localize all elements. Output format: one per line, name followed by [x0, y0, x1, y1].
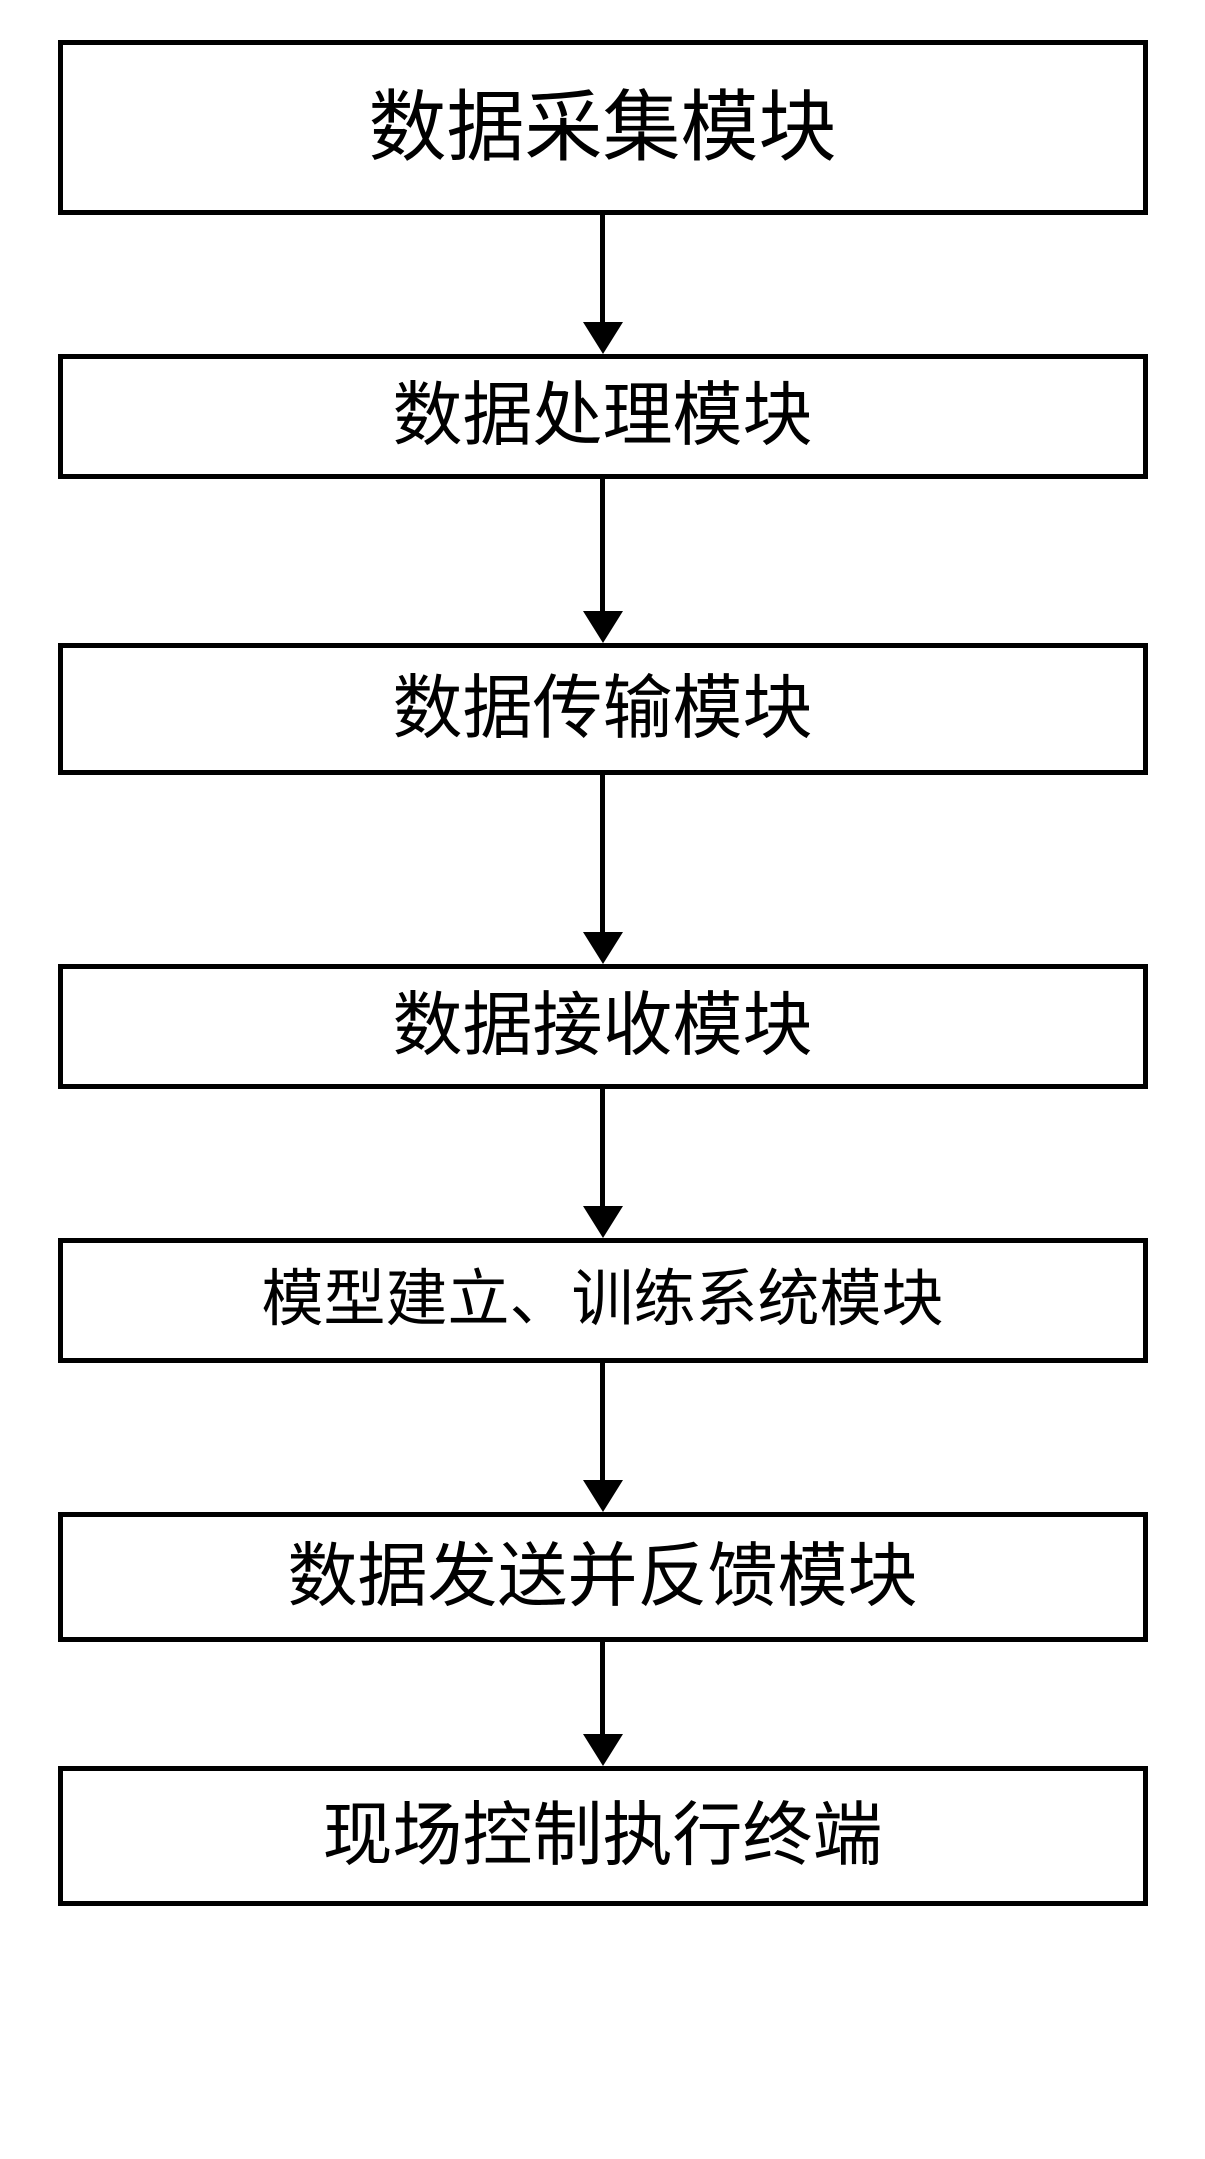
arrow-head-icon: [583, 1206, 623, 1238]
arrow-line: [600, 1363, 605, 1481]
flowchart-node-1: 数据采集模块: [58, 40, 1148, 215]
flowchart-node-label: 数据发送并反馈模块: [288, 1539, 918, 1616]
flowchart-arrow-4: [583, 1089, 623, 1238]
flowchart-arrow-1: [583, 215, 623, 354]
flowchart-node-2: 数据处理模块: [58, 354, 1148, 479]
arrow-line: [600, 1642, 605, 1735]
arrow-line: [600, 479, 605, 612]
arrow-head-icon: [583, 1480, 623, 1512]
arrow-head-icon: [583, 1734, 623, 1766]
flowchart-node-label: 数据处理模块: [393, 378, 813, 455]
arrow-line: [600, 775, 605, 933]
arrow-line: [600, 215, 605, 323]
flowchart-node-label: 现场控制执行终端: [323, 1798, 883, 1875]
flowchart-arrow-3: [583, 775, 623, 964]
flowchart-container: 数据采集模块数据处理模块数据传输模块数据接收模块模型建立、训练系统模块数据发送并…: [53, 40, 1153, 1906]
flowchart-node-label: 数据接收模块: [393, 988, 813, 1065]
flowchart-node-label: 模型建立、训练系统模块: [261, 1266, 943, 1334]
flowchart-arrow-6: [583, 1642, 623, 1766]
flowchart-node-label: 数据采集模块: [368, 85, 836, 171]
flowchart-node-5: 模型建立、训练系统模块: [58, 1238, 1148, 1363]
flowchart-node-4: 数据接收模块: [58, 964, 1148, 1089]
arrow-line: [600, 1089, 605, 1207]
flowchart-node-label: 数据传输模块: [393, 671, 813, 748]
arrow-head-icon: [583, 611, 623, 643]
flowchart-node-7: 现场控制执行终端: [58, 1766, 1148, 1906]
arrow-head-icon: [583, 932, 623, 964]
flowchart-arrow-2: [583, 479, 623, 643]
flowchart-node-3: 数据传输模块: [58, 643, 1148, 775]
flowchart-node-6: 数据发送并反馈模块: [58, 1512, 1148, 1642]
flowchart-arrow-5: [583, 1363, 623, 1512]
arrow-head-icon: [583, 322, 623, 354]
